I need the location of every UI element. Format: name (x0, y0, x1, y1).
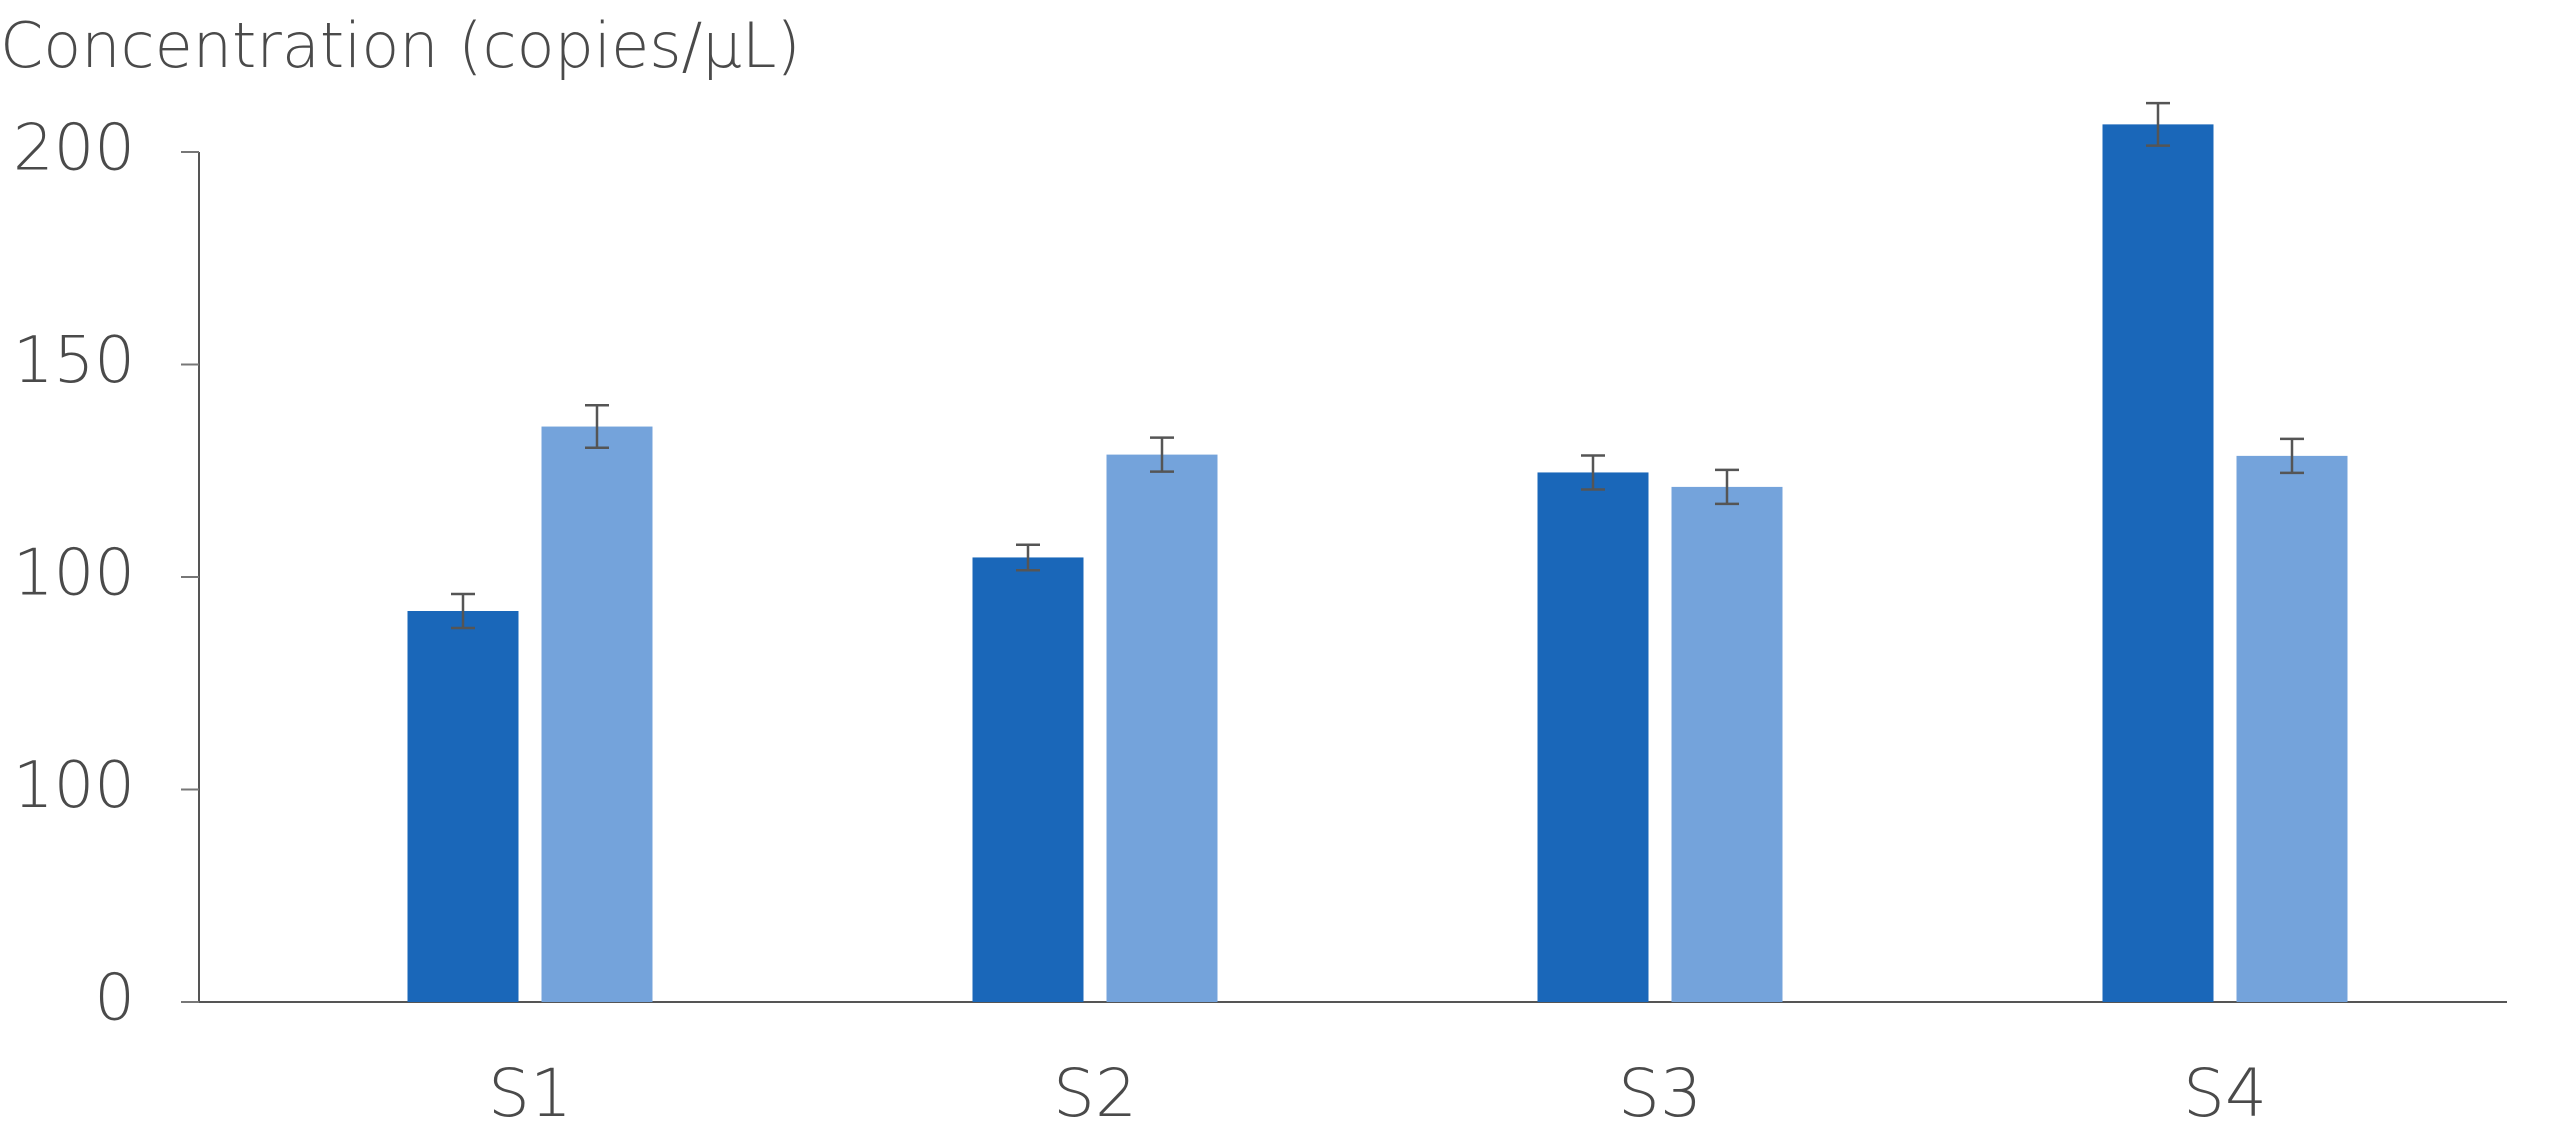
bar (1671, 486, 1783, 1002)
error-bar (1016, 543, 1040, 572)
y-tick-label: 100 (13, 537, 135, 611)
error-bar (585, 404, 609, 450)
x-tick-label: S4 (2183, 1055, 2267, 1132)
x-tick-label: S3 (1618, 1055, 1702, 1132)
bar (2102, 124, 2214, 1002)
bar (2236, 455, 2348, 1002)
bar (972, 557, 1084, 1002)
error-bar (1150, 436, 1174, 473)
y-tick-label: 100 (13, 749, 135, 823)
chart-title: Concentration (copies/µL) (0, 9, 801, 82)
error-bar (1715, 468, 1739, 506)
error-bar (2280, 437, 2304, 475)
bar (541, 426, 653, 1002)
y-tick-label: 150 (13, 324, 135, 398)
bar (1106, 454, 1218, 1003)
bar (1537, 472, 1649, 1002)
x-tick-label: S1 (488, 1055, 572, 1132)
error-bar (451, 592, 475, 630)
y-tick-label: 200 (13, 112, 135, 186)
bar (407, 611, 519, 1002)
error-bar (1581, 454, 1605, 491)
y-tick-label: 0 (94, 962, 135, 1036)
error-bar (2146, 101, 2170, 147)
x-tick-label: S2 (1053, 1055, 1137, 1132)
